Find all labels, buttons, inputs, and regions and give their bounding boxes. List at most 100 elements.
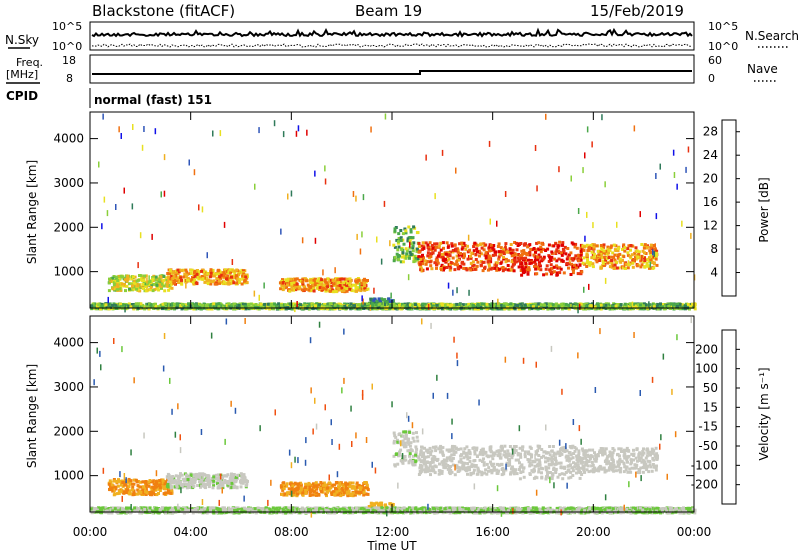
power-cell bbox=[458, 303, 462, 307]
power-noise-cell bbox=[536, 185, 538, 192]
power-cell bbox=[435, 263, 438, 267]
vel-cell bbox=[216, 482, 219, 486]
power-cell bbox=[480, 246, 484, 250]
power-cell bbox=[147, 307, 151, 311]
power-noise-cell bbox=[355, 195, 357, 202]
power-cell bbox=[535, 272, 539, 276]
vel-cell bbox=[230, 481, 234, 485]
vel-cell bbox=[135, 480, 139, 484]
power-cell bbox=[520, 273, 524, 277]
power-cell bbox=[171, 277, 175, 280]
power-noise-cell bbox=[384, 113, 387, 120]
power-noise-cell bbox=[273, 120, 276, 127]
power-cell bbox=[237, 304, 241, 307]
power-cell bbox=[507, 307, 511, 311]
power-cell bbox=[508, 267, 512, 271]
power-noise-cell bbox=[390, 292, 392, 299]
power-cell bbox=[323, 283, 327, 287]
vel-cell bbox=[243, 480, 247, 484]
power-cell bbox=[404, 247, 408, 251]
power-noise-cell bbox=[577, 307, 579, 314]
vel-cell bbox=[170, 479, 174, 483]
power-cell bbox=[636, 303, 640, 307]
power-cell bbox=[693, 302, 697, 306]
power-noise-cell bbox=[582, 167, 584, 174]
power-cell bbox=[109, 279, 113, 283]
vel-cell bbox=[198, 476, 202, 480]
power-cell bbox=[138, 289, 142, 293]
power-cell bbox=[607, 251, 611, 255]
power-cell bbox=[136, 284, 140, 288]
power-cell bbox=[557, 257, 561, 261]
power-cell bbox=[454, 247, 458, 251]
power-cell bbox=[274, 303, 278, 307]
power-cell bbox=[549, 258, 553, 262]
power-cell bbox=[132, 275, 135, 279]
power-cell bbox=[652, 244, 656, 247]
power-cell bbox=[655, 302, 659, 306]
power-cell bbox=[520, 252, 524, 256]
power-cell bbox=[257, 307, 261, 311]
power-cell bbox=[242, 270, 245, 274]
power-noise-cell bbox=[601, 114, 603, 121]
power-cell bbox=[219, 304, 223, 308]
vel-cell bbox=[171, 475, 175, 478]
power-cell bbox=[108, 302, 112, 306]
nave-tick-top: 60 bbox=[708, 54, 722, 67]
power-cell bbox=[693, 306, 697, 309]
power-cell bbox=[646, 245, 649, 249]
vel-cell bbox=[150, 488, 154, 492]
power-cell bbox=[404, 231, 408, 235]
power-cell bbox=[599, 307, 603, 311]
vel-cell bbox=[123, 481, 127, 484]
power-cell bbox=[429, 264, 433, 268]
colorbar-frame bbox=[721, 119, 737, 297]
power-cell bbox=[243, 304, 247, 308]
power-cell bbox=[434, 245, 438, 249]
power-cell bbox=[638, 255, 642, 259]
power-cell bbox=[492, 304, 496, 308]
power-cell bbox=[451, 256, 455, 260]
power-cell bbox=[645, 264, 649, 268]
power-cell bbox=[427, 245, 431, 249]
power-cell bbox=[272, 302, 276, 306]
vel-cell bbox=[351, 491, 355, 495]
power-cell bbox=[683, 307, 687, 311]
power-cell bbox=[180, 282, 184, 286]
power-cell bbox=[634, 304, 638, 308]
power-cell bbox=[555, 259, 559, 263]
power-cell bbox=[446, 245, 450, 249]
power-cell bbox=[613, 263, 617, 267]
power-cell bbox=[616, 249, 620, 253]
power-cell bbox=[558, 240, 562, 244]
power-cell bbox=[229, 278, 233, 282]
power-cell bbox=[463, 254, 466, 258]
power-cell bbox=[284, 307, 288, 311]
power-cell bbox=[555, 249, 559, 253]
vel-cell bbox=[344, 486, 348, 490]
power-cell bbox=[688, 307, 691, 311]
power-cell bbox=[119, 285, 122, 289]
vel-cell bbox=[201, 472, 205, 476]
vel-cell bbox=[144, 488, 148, 492]
power-cell bbox=[435, 242, 439, 246]
power-cell bbox=[472, 245, 476, 249]
power-cell bbox=[228, 268, 232, 272]
power-cell bbox=[383, 298, 387, 302]
power-cell bbox=[205, 303, 209, 307]
power-cell bbox=[496, 267, 500, 271]
power-cell bbox=[564, 252, 568, 256]
power-cell bbox=[301, 282, 305, 286]
vel-cell bbox=[192, 477, 196, 481]
vel-cell bbox=[152, 487, 156, 491]
power-cell bbox=[409, 228, 413, 232]
power-cell bbox=[323, 302, 327, 306]
power-cell bbox=[342, 281, 346, 285]
power-cell bbox=[506, 268, 510, 272]
power-cell bbox=[517, 265, 521, 269]
vel-cell bbox=[177, 480, 181, 484]
power-cell bbox=[504, 260, 508, 264]
power-cell bbox=[281, 288, 285, 292]
power-cell bbox=[553, 257, 557, 261]
power-noise-cell bbox=[148, 275, 150, 282]
